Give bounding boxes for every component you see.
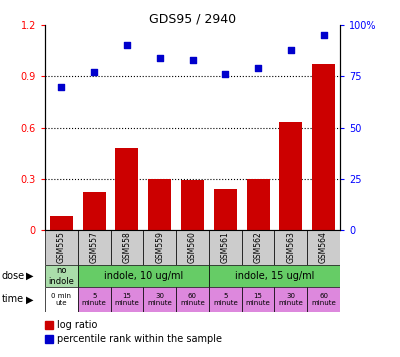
Point	[124, 42, 130, 48]
Text: GSM557: GSM557	[90, 232, 99, 263]
Bar	[274, 230, 307, 265]
Text: GSM560: GSM560	[188, 232, 197, 263]
Bar	[143, 230, 176, 265]
Text: 60
minute: 60 minute	[180, 293, 205, 306]
Point	[222, 71, 228, 77]
Text: log ratio: log ratio	[57, 320, 97, 330]
Bar	[246, 179, 270, 230]
Text: 5
minute: 5 minute	[82, 293, 106, 306]
Bar	[181, 180, 204, 230]
Bar	[307, 230, 340, 265]
Text: GSM564: GSM564	[319, 232, 328, 263]
Text: indole, 10 ug/ml: indole, 10 ug/ml	[104, 271, 183, 281]
Bar	[110, 230, 143, 265]
Bar	[78, 287, 110, 312]
Text: 0 min
ute: 0 min ute	[51, 293, 71, 306]
Bar	[116, 148, 138, 230]
Bar	[274, 287, 307, 312]
Point	[255, 65, 261, 71]
Point	[58, 84, 64, 89]
Bar	[242, 230, 274, 265]
Bar	[110, 287, 143, 312]
Bar	[176, 287, 209, 312]
Bar	[307, 287, 340, 312]
Text: 15
minute: 15 minute	[246, 293, 270, 306]
Bar	[83, 192, 106, 230]
Point	[320, 32, 327, 38]
Text: GSM563: GSM563	[286, 232, 295, 263]
Text: 60
minute: 60 minute	[311, 293, 336, 306]
Bar	[45, 287, 78, 312]
Point	[189, 57, 196, 63]
Bar	[176, 230, 209, 265]
Text: percentile rank within the sample: percentile rank within the sample	[57, 334, 222, 344]
Text: GSM561: GSM561	[221, 232, 230, 263]
Text: GSM559: GSM559	[155, 232, 164, 263]
Point	[288, 47, 294, 52]
Text: 15
minute: 15 minute	[114, 293, 139, 306]
Bar	[242, 287, 274, 312]
Bar	[209, 287, 242, 312]
Text: 30
minute: 30 minute	[278, 293, 303, 306]
Text: GSM562: GSM562	[254, 232, 262, 263]
Point	[91, 69, 97, 75]
Text: indole, 15 ug/ml: indole, 15 ug/ml	[235, 271, 314, 281]
Bar	[279, 122, 302, 230]
Text: GDS95 / 2940: GDS95 / 2940	[149, 12, 236, 25]
Text: ▶: ▶	[26, 271, 34, 281]
Text: 5
minute: 5 minute	[213, 293, 238, 306]
Text: GSM555: GSM555	[57, 232, 66, 263]
Point	[156, 55, 163, 61]
Text: no
indole: no indole	[48, 266, 74, 286]
Text: GSM558: GSM558	[122, 232, 132, 263]
Bar	[209, 265, 340, 287]
Bar	[50, 216, 73, 230]
Bar	[143, 287, 176, 312]
Text: ▶: ▶	[26, 295, 34, 305]
Bar	[148, 179, 171, 230]
Text: 30
minute: 30 minute	[147, 293, 172, 306]
Text: time: time	[2, 295, 24, 305]
Bar	[78, 265, 209, 287]
Bar	[312, 64, 335, 230]
Bar	[209, 230, 242, 265]
Bar	[78, 230, 110, 265]
Bar	[45, 230, 78, 265]
Bar	[214, 189, 237, 230]
Bar	[45, 265, 78, 287]
Text: dose: dose	[2, 271, 25, 281]
